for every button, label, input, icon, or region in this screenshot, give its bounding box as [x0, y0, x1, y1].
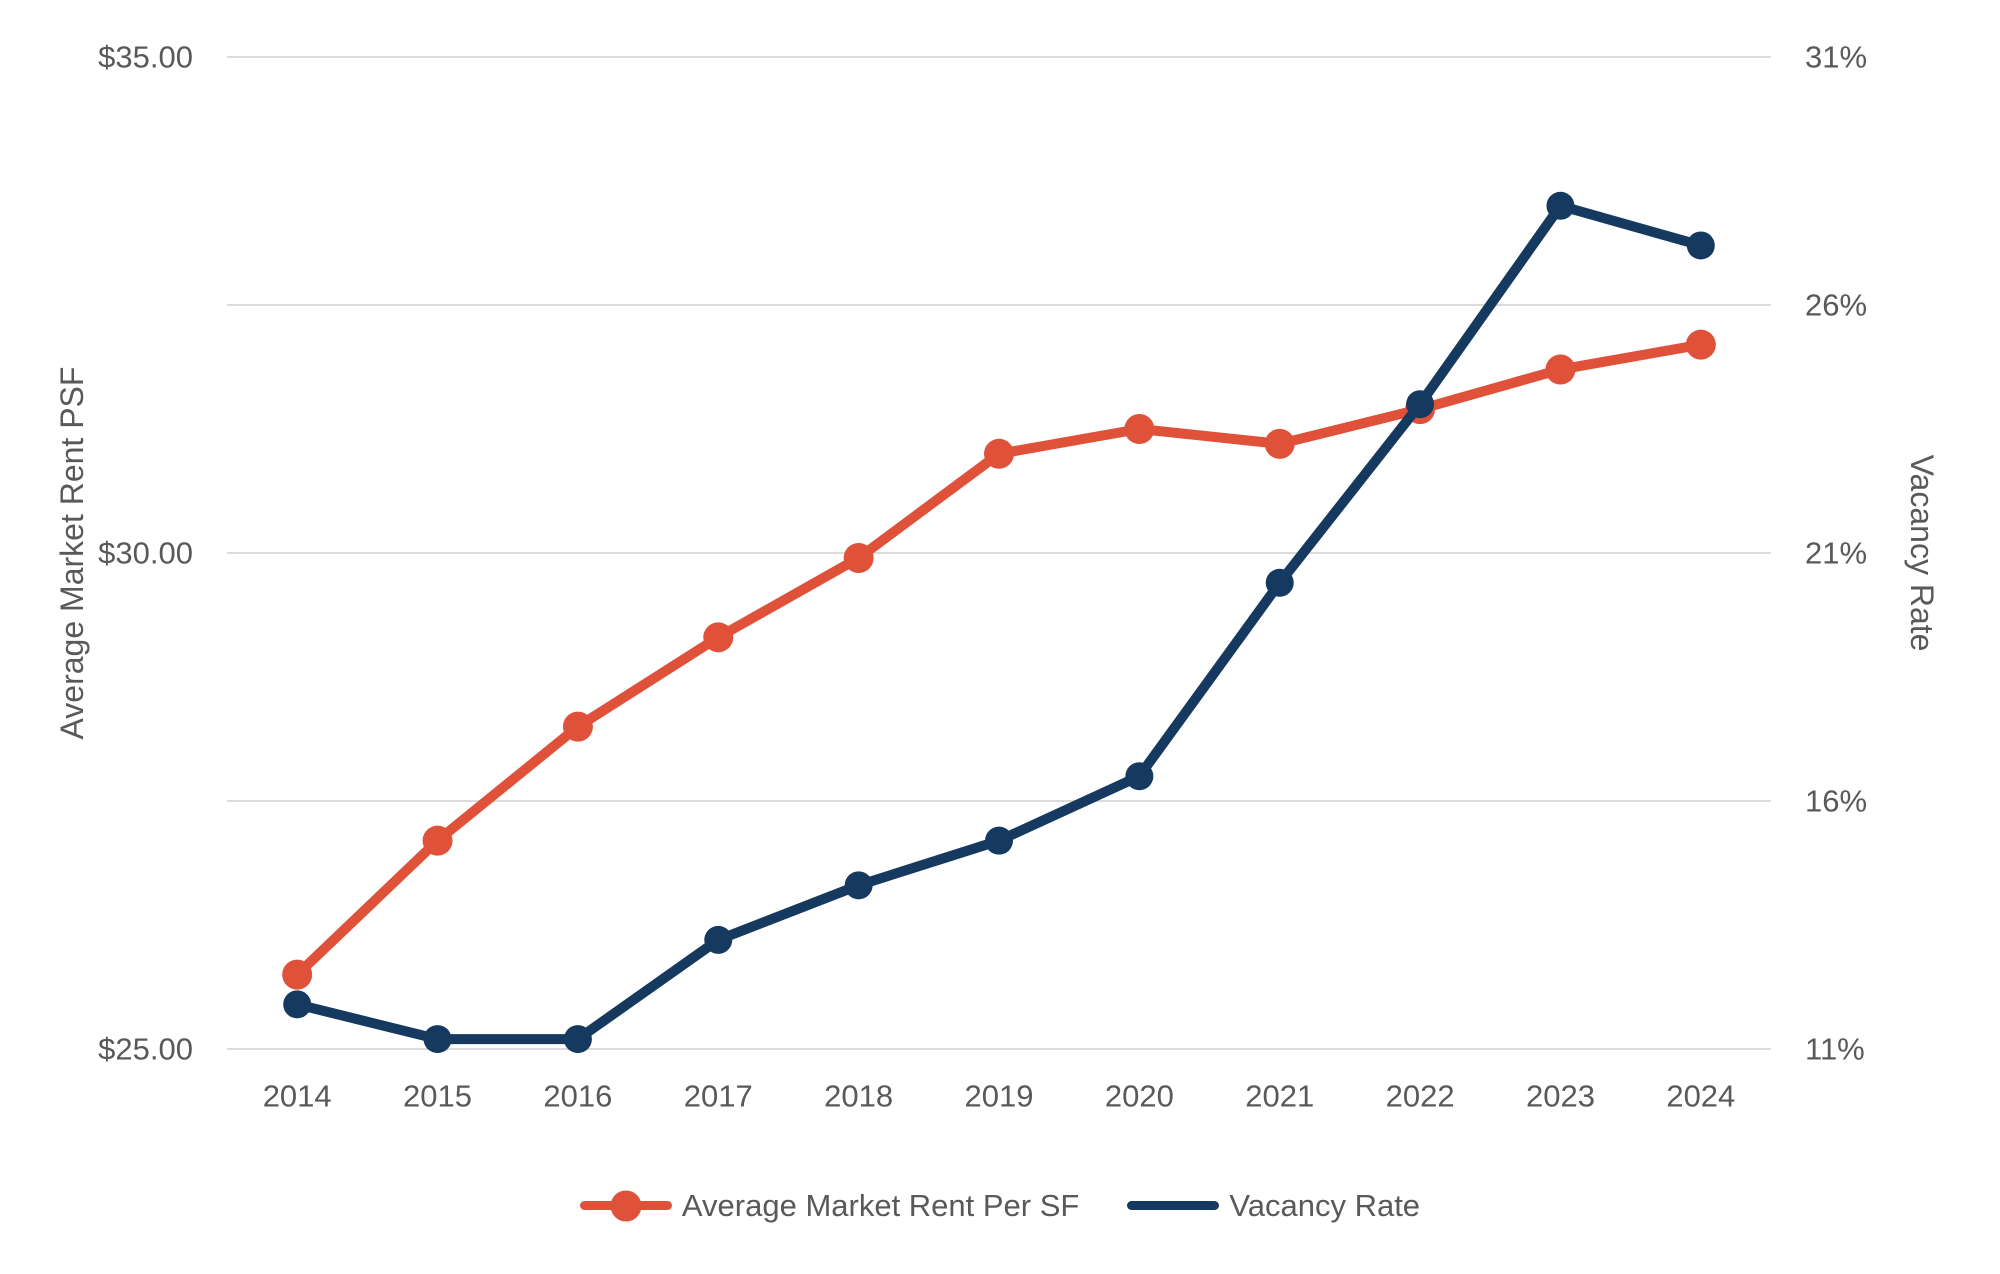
- rent-point-2018: [843, 542, 874, 573]
- left-axis-tick: $35.00: [98, 39, 193, 75]
- vacancy-point-2020: [1125, 762, 1154, 791]
- x-axis-tick: 2014: [262, 1078, 332, 1114]
- rent-legend-marker: [579, 1190, 672, 1221]
- x-axis-tick: 2023: [1525, 1078, 1595, 1114]
- vacancy-legend-label: Vacancy Rate: [1229, 1188, 1421, 1223]
- rent-point-2014: [282, 959, 313, 990]
- x-axis-tick: 2019: [964, 1078, 1034, 1114]
- vacancy-point-2016: [563, 1025, 592, 1054]
- rent-point-2023: [1545, 354, 1576, 385]
- legend-item-rent: Average Market Rent Per SF: [579, 1188, 1080, 1223]
- x-axis-tick: 2022: [1385, 1078, 1455, 1114]
- right-axis-tick: 26%: [1805, 287, 1868, 323]
- rent-point-2016: [562, 711, 593, 742]
- vacancy-legend-marker: [1127, 1201, 1220, 1210]
- legend: Average Market Rent Per SF Vacancy Rate: [0, 1190, 2000, 1221]
- left-axis-tick: $25.00: [98, 1031, 193, 1067]
- vacancy-point-2017: [704, 925, 733, 954]
- vacancy-line: [292, 200, 1706, 1045]
- left-axis-title: Average Market Rent PSF: [54, 366, 90, 740]
- right-axis-tick: 31%: [1805, 39, 1868, 75]
- vacancy-point-2024: [1686, 231, 1715, 260]
- rent-point-2020: [1124, 414, 1155, 444]
- right-axis-tick: 11%: [1805, 1031, 1865, 1067]
- x-axis-tick: 2021: [1245, 1078, 1315, 1114]
- rent-point-2024: [1685, 329, 1716, 360]
- vacancy-point-2022: [1406, 390, 1435, 419]
- vacancy-point-2015: [423, 1025, 452, 1054]
- rent-point-2019: [984, 438, 1014, 469]
- vacancy-point-2023: [1546, 191, 1575, 220]
- left-axis-tick: $30.00: [98, 535, 193, 571]
- x-axis-tick: 2015: [403, 1078, 473, 1114]
- x-axis-tick: 2020: [1104, 1078, 1174, 1114]
- legend-item-vacancy: Vacancy Rate: [1127, 1190, 1420, 1221]
- x-axis-tick: 2024: [1666, 1078, 1736, 1114]
- rent-legend-dot-icon: [610, 1190, 642, 1221]
- right-axis-tick: 16%: [1805, 783, 1868, 819]
- rent-point-2021: [1264, 428, 1295, 459]
- vacancy-point-2021: [1265, 568, 1294, 597]
- vacancy-point-2014: [283, 990, 312, 1019]
- right-axis-title: Vacancy Rate: [1904, 454, 1940, 652]
- x-axis-tick: 2017: [683, 1078, 753, 1114]
- x-axis-tick: 2016: [543, 1078, 613, 1114]
- x-axis-tick: 2018: [824, 1078, 894, 1114]
- right-axis-tick: 21%: [1805, 535, 1868, 571]
- rent-legend-label: Average Market Rent Per SF: [681, 1188, 1080, 1223]
- vacancy-point-2018: [844, 871, 873, 900]
- vacancy-point-2019: [985, 826, 1013, 855]
- rent-point-2017: [703, 622, 734, 653]
- rent-point-2015: [422, 825, 453, 856]
